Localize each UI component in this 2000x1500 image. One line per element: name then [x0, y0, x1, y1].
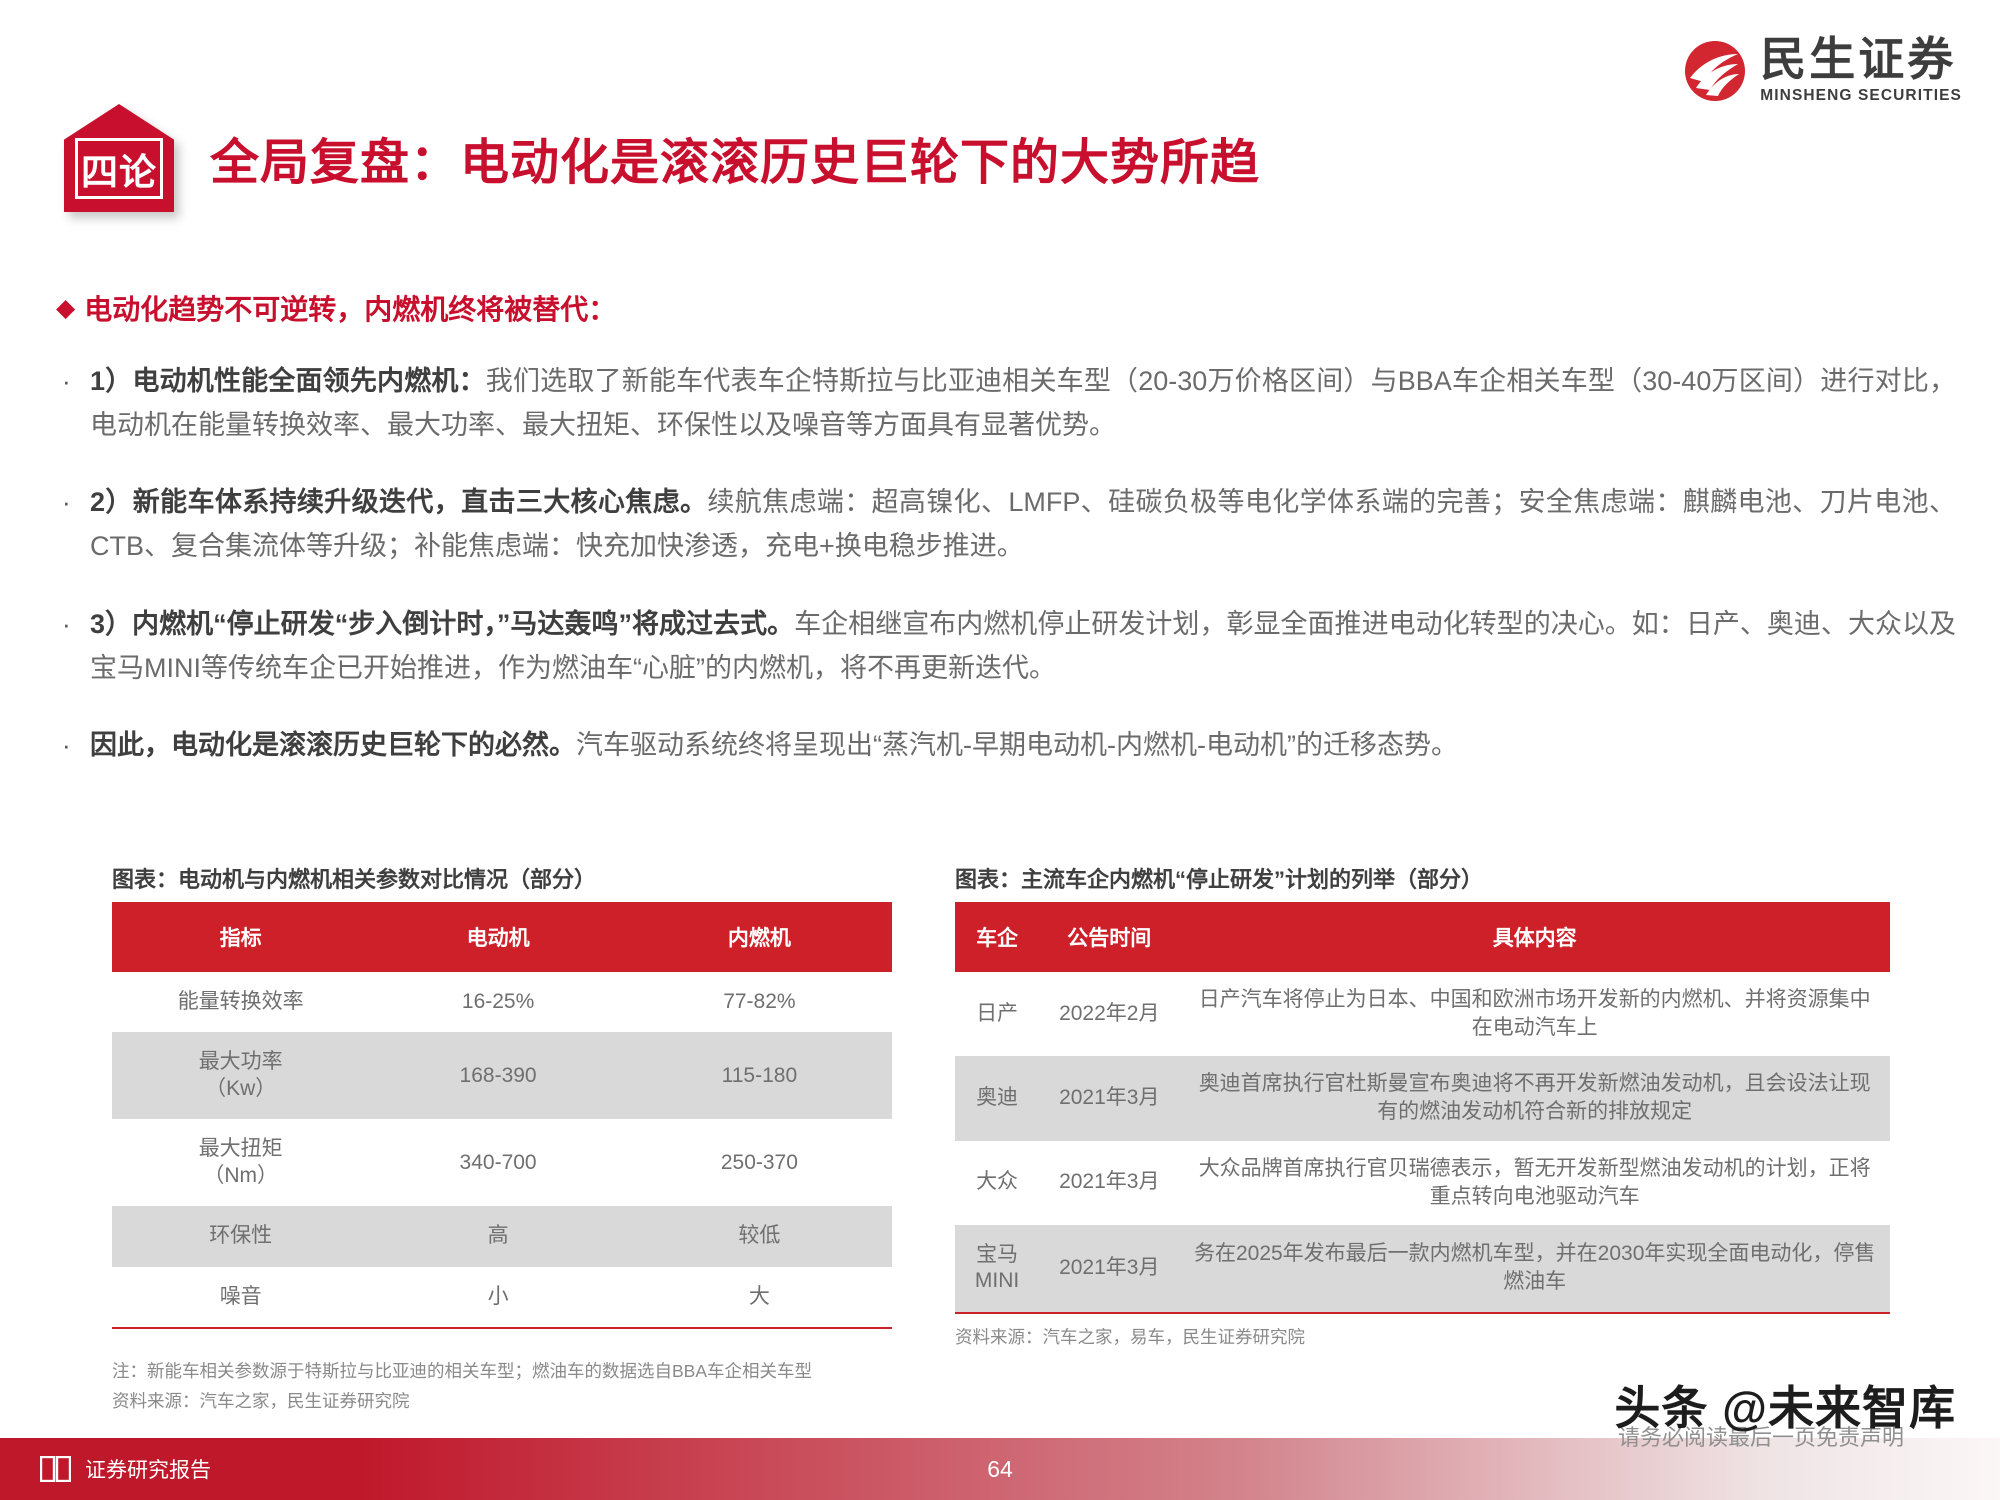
cell-detail: 奥迪首席执行官杜斯曼宣布奥迪将不再开发新燃油发动机，且会设法让现有的燃油发动机符…	[1179, 1056, 1890, 1141]
oem-engine-rnd-halt-table: 车企 公告时间 具体内容 日产 2022年2月 日产汽车将停止为日本、中国和欧洲…	[955, 902, 1890, 1312]
toutiao-watermark: 头条 @未来智库	[1614, 1382, 1956, 1434]
bullet-rest: 我们选取了新能车代表车企特斯拉与比亚迪相关车型（20-30万价格区间）与BBA车…	[90, 366, 1957, 440]
cell-date: 2021年3月	[1039, 1224, 1180, 1312]
right-chart-panel: 图表：主流车企内燃机“停止研发”计划的列举（部分） 车企 公告时间 具体内容 日…	[955, 862, 1890, 1351]
section-badge: 四论	[64, 104, 174, 212]
cell-motor: 340-700	[459, 1150, 537, 1174]
cell-metric: 最大功率 （Kw）	[112, 1032, 370, 1120]
column-header: 内燃机	[626, 902, 892, 972]
cell-engine: 77-82%	[723, 990, 796, 1013]
table-row: 最大扭矩 （Nm） 340-700 250-370	[112, 1119, 892, 1206]
cell-date: 2021年3月	[1039, 1056, 1180, 1141]
bullet-text: 3）内燃机“停止研发“步入倒计时，”马达轰鸣”将成过去式。车企相继宣布内燃机停止…	[90, 603, 1956, 690]
bullet-text: 1）电动机性能全面领先内燃机：我们选取了新能车代表车企特斯拉与比亚迪相关车型（2…	[90, 360, 1956, 447]
bullet-strong: 2）新能车体系持续升级迭代，直击三大核心焦虑。	[90, 487, 708, 518]
cell-metric: 噪音	[219, 1284, 262, 1308]
table-row: 环保性 高 较低	[112, 1206, 892, 1267]
cell-motor: 小	[487, 1284, 509, 1308]
cell-detail: 大众品牌首席执行官贝瑞德表示，暂无开发新型燃油发动机的计划，正将重点转向电池驱动…	[1198, 1156, 1871, 1208]
bullet-rest: 车企相继宣布内燃机停止研发计划，彰显全面推进电动化转型的决心。如：日产、奥迪、大…	[90, 608, 1957, 683]
table-header-row: 指标 电动机 内燃机	[112, 902, 892, 972]
cell-oem: 大众	[976, 1170, 1019, 1194]
cell-engine: 较低	[626, 1206, 892, 1267]
motor-vs-engine-table: 指标 电动机 内燃机 能量转换效率 16-25% 77-82% 最大功率 （Kw…	[112, 902, 892, 1327]
cell-detail: 日产汽车将停止为日本、中国和欧洲市场开发新的内燃机、并将资源集中在电动汽车上	[1198, 988, 1871, 1040]
table-row: 能量转换效率 16-25% 77-82%	[112, 972, 892, 1032]
cell-engine: 115-180	[626, 1032, 892, 1120]
table-row: 奥迪 2021年3月 奥迪首席执行官杜斯曼宣布奥迪将不再开发新燃油发动机，且会设…	[955, 1056, 1890, 1141]
bullet-dot-icon: ·	[62, 730, 71, 761]
badge-inner-border: 四论	[75, 138, 163, 199]
minsheng-swoosh-logo-icon	[1684, 40, 1746, 102]
bullet-strong: 3）内燃机“停止研发“步入倒计时，”马达轰鸣”将成过去式。	[90, 608, 795, 639]
list-item: · 3）内燃机“停止研发“步入倒计时，”马达轰鸣”将成过去式。车企相继宣布内燃机…	[56, 603, 1956, 690]
cell-metric: 环保性	[112, 1206, 370, 1267]
bullet-text: 因此，电动化是滚滚历史巨轮下的必然。汽车驱动系统终将呈现出“蒸汽机-早期电动机-…	[90, 724, 1956, 768]
cell-date: 2022年2月	[1059, 1001, 1160, 1025]
cell-oem: 奥迪	[955, 1056, 1040, 1141]
page-title: 全局复盘：电动化是滚滚历史巨轮下的大势所趋	[210, 135, 1261, 190]
column-header: 公告时间	[1039, 902, 1180, 972]
list-item: · 1）电动机性能全面领先内燃机：我们选取了新能车代表车企特斯拉与比亚迪相关车型…	[56, 360, 1956, 447]
right-table-bottom-rule	[955, 1311, 1890, 1314]
list-item: · 2）新能车体系持续升级迭代，直击三大核心焦虑。续航焦虑端：超高镍化、LMFP…	[56, 481, 1956, 568]
bullet-dot-icon: ·	[62, 487, 71, 518]
bullet-dot-icon: ·	[62, 366, 71, 396]
disclaimer-watermark: 请务必阅读最后一页免责声明	[1617, 1425, 1904, 1450]
slide-header: 四论 全局复盘：电动化是滚滚历史巨轮下的大势所趋	[64, 104, 1260, 212]
table-row: 宝马 MINI 2021年3月 务在2025年发布最后一款内燃机车型，并在203…	[955, 1224, 1890, 1312]
left-table-bottom-rule	[112, 1327, 892, 1330]
bullet-list: · 1）电动机性能全面领先内燃机：我们选取了新能车代表车企特斯拉与比亚迪相关车型…	[56, 360, 1956, 802]
bullet-dot-icon: ·	[62, 608, 71, 639]
diamond-bullet-icon: ◆	[56, 293, 76, 322]
right-note-source: 资料来源：汽车之家，易车，民生证券研究院	[955, 1326, 1305, 1347]
bullet-text: 2）新能车体系持续升级迭代，直击三大核心焦虑。续航焦虑端：超高镍化、LMFP、硅…	[90, 481, 1956, 568]
list-item: · 因此，电动化是滚滚历史巨轮下的必然。汽车驱动系统终将呈现出“蒸汽机-早期电动…	[56, 724, 1956, 768]
badge-label: 四论	[81, 151, 157, 193]
cell-oem: 日产	[976, 1001, 1019, 1025]
lead-statement: ◆ 电动化趋势不可逆转，内燃机终将被替代：	[56, 288, 616, 328]
left-note-source: 资料来源：汽车之家，民生证券研究院	[112, 1391, 410, 1411]
cell-date: 2021年3月	[1059, 1170, 1160, 1194]
column-header: 车企	[955, 902, 1040, 972]
bullet-strong: 1）电动机性能全面领先内燃机：	[90, 366, 486, 396]
slide-footer: 证券研究报告 64	[0, 1438, 2000, 1500]
cell-oem: 宝马 MINI	[955, 1224, 1040, 1312]
column-header: 电动机	[369, 902, 627, 972]
footer-brand-group: 证券研究报告	[39, 1454, 211, 1484]
logo-text-en: MINSHENG SECURITIES	[1760, 87, 1962, 104]
cell-motor: 168-390	[369, 1032, 627, 1120]
bullet-rest: 续航焦虑端：超高镍化、LMFP、硅碳负极等电化学体系端的完善；安全焦虑端：麒麟电…	[90, 487, 1956, 562]
cell-engine: 250-370	[720, 1150, 798, 1174]
footer-label: 证券研究报告	[85, 1459, 211, 1482]
table-row: 日产 2022年2月 日产汽车将停止为日本、中国和欧洲市场开发新的内燃机、并将资…	[955, 972, 1890, 1056]
table-row: 噪音 小 大	[112, 1267, 892, 1327]
cell-motor: 16-25%	[461, 990, 535, 1013]
lead-text: 电动化趋势不可逆转，内燃机终将被替代：	[84, 294, 617, 325]
bullet-rest: 汽车驱动系统终将呈现出“蒸汽机-早期电动机-内燃机-电动机”的迁移态势。	[576, 730, 1458, 761]
table-row: 最大功率 （Kw） 168-390 115-180	[112, 1032, 892, 1120]
right-table-caption: 图表：主流车企内燃机“停止研发”计划的列举（部分）	[955, 867, 1484, 892]
cell-metric: 最大扭矩 （Nm）	[198, 1137, 283, 1187]
bullet-strong: 因此，电动化是滚滚历史巨轮下的必然。	[90, 730, 576, 761]
page-number: 64	[987, 1455, 1013, 1482]
column-header: 指标	[112, 902, 370, 972]
column-header: 具体内容	[1179, 902, 1890, 972]
cell-detail: 务在2025年发布最后一款内燃机车型，并在2030年实现全面电动化，停售燃油车	[1179, 1224, 1890, 1312]
company-logo: 民生证券 MINSHENG SECURITIES	[1684, 36, 1962, 105]
left-chart-panel: 图表：电动机与内燃机相关参数对比情况（部分） 指标 电动机 内燃机 能量转换效率…	[112, 862, 892, 1330]
table-row: 大众 2021年3月 大众品牌首席执行官贝瑞德表示，暂无开发新型燃油发动机的计划…	[955, 1141, 1890, 1225]
left-table-caption: 图表：电动机与内燃机相关参数对比情况（部分）	[112, 867, 597, 892]
table-header-row: 车企 公告时间 具体内容	[955, 902, 1890, 972]
open-book-icon	[39, 1455, 72, 1483]
cell-metric: 能量转换效率	[177, 990, 304, 1013]
left-table-notes: 注：新能车相关参数源于特斯拉与比亚迪的相关车型；燃油车的数据选自BBA车企相关车…	[112, 1348, 942, 1415]
cell-motor: 高	[369, 1206, 627, 1267]
left-note-1: 注：新能车相关参数源于特斯拉与比亚迪的相关车型；燃油车的数据选自BBA车企相关车…	[112, 1361, 813, 1381]
logo-text-cn: 民生证券	[1760, 33, 1957, 85]
cell-engine: 大	[748, 1284, 770, 1308]
